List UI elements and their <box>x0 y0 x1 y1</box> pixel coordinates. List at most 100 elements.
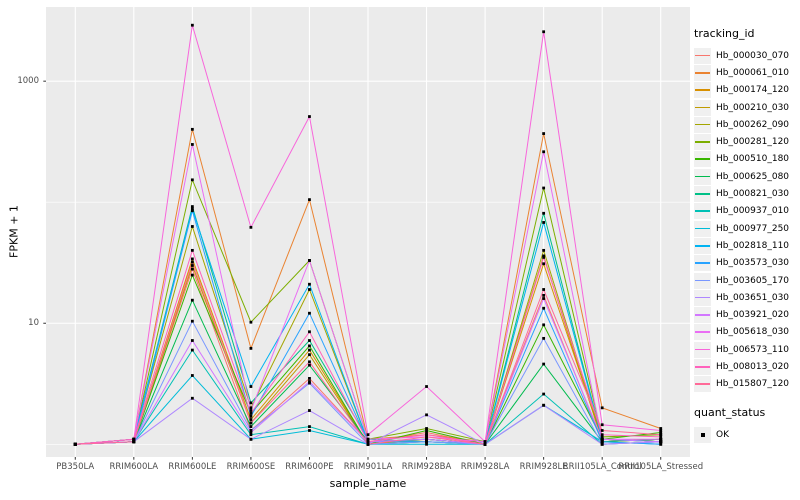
legend-item-label: Hb_000174_120 <box>716 85 790 96</box>
legend-item-Hb_006573_110: Hb_006573_110 <box>694 341 800 358</box>
legend-key <box>694 82 711 99</box>
legend-item-Hb_000977_250: Hb_000977_250 <box>694 220 800 237</box>
data-point <box>190 264 194 267</box>
data-point <box>249 385 253 388</box>
data-point <box>308 348 311 352</box>
y-tick-label: 10 <box>28 317 39 328</box>
data-point <box>542 323 546 327</box>
legend-item-Hb_003921_020: Hb_003921_020 <box>694 306 800 324</box>
legend-item-label: Hb_015807_120 <box>716 379 790 390</box>
data-point <box>249 414 253 418</box>
data-point <box>132 440 136 444</box>
x-axis-title: sample_name <box>329 477 407 490</box>
data-point <box>659 437 663 441</box>
legend-key <box>694 341 711 358</box>
data-point <box>308 198 311 202</box>
legend-key <box>694 307 711 324</box>
legend-title-quant-status: quant_status <box>694 405 766 419</box>
data-point <box>190 396 194 400</box>
legend-key <box>694 151 711 168</box>
data-point <box>190 207 194 211</box>
legend-key-line <box>695 279 710 282</box>
legend-key <box>694 186 711 203</box>
data-point <box>483 440 487 444</box>
data-point <box>190 209 194 213</box>
legend-key-line <box>695 141 710 143</box>
legend-key-line <box>695 175 710 178</box>
legend-key <box>694 376 711 393</box>
data-point <box>249 421 253 425</box>
data-point <box>366 440 370 444</box>
legend-quant-status-block: quant_status OK <box>694 406 800 443</box>
legend-key <box>694 47 711 64</box>
data-point <box>308 330 311 334</box>
data-point <box>542 306 546 310</box>
legend-key-line <box>695 244 710 247</box>
data-point <box>249 431 253 434</box>
legend-key-line <box>695 89 710 91</box>
data-point <box>659 440 663 444</box>
data-point <box>366 437 370 441</box>
data-point <box>600 437 604 441</box>
data-point <box>249 320 253 324</box>
data-point <box>249 401 253 405</box>
legend-item-Hb_003573_030: Hb_003573_030 <box>694 255 800 272</box>
data-point <box>308 344 311 348</box>
legend-key-line <box>695 227 710 230</box>
data-point <box>190 225 194 228</box>
legend-item-label: Hb_000510_180 <box>716 154 790 165</box>
data-point <box>425 435 428 439</box>
data-point <box>190 248 194 252</box>
data-point <box>542 297 546 300</box>
legend-item-Hb_000262_090: Hb_000262_090 <box>694 116 800 133</box>
data-point <box>425 385 428 388</box>
legend-key <box>694 64 711 81</box>
legend-key-line <box>695 383 710 385</box>
legend-item-label: OK <box>716 429 729 440</box>
legend-item-label: Hb_003573_030 <box>716 258 790 269</box>
legend-item-Hb_000937_010: Hb_000937_010 <box>694 203 800 220</box>
data-point <box>308 115 311 118</box>
data-point <box>425 442 428 446</box>
data-point <box>542 262 546 266</box>
legend-item-label: Hb_006573_110 <box>716 344 790 355</box>
data-point <box>73 442 77 446</box>
legend-key-line <box>695 331 710 333</box>
legend-key-line <box>695 365 710 368</box>
legend-item-Hb_005618_030: Hb_005618_030 <box>694 324 800 341</box>
legend-item-label: Hb_000977_250 <box>716 223 790 234</box>
legend-key-line <box>695 348 710 351</box>
legend-key <box>694 237 711 254</box>
data-point <box>659 429 663 432</box>
data-point <box>249 429 253 432</box>
data-point <box>542 254 546 258</box>
data-point <box>190 127 194 131</box>
filled-square-marker-icon <box>701 433 705 437</box>
data-point <box>425 413 428 417</box>
data-point <box>190 205 194 208</box>
data-point <box>308 282 311 286</box>
data-point <box>190 319 194 323</box>
data-point <box>366 442 370 446</box>
data-point <box>659 431 663 434</box>
data-point <box>659 435 663 439</box>
data-point <box>308 360 311 364</box>
y-tick-label: 1000 <box>17 75 39 86</box>
data-point <box>542 248 546 252</box>
legend-key-line <box>695 106 710 109</box>
legend-item-label: Hb_003921_020 <box>716 310 790 321</box>
data-point <box>249 409 253 412</box>
data-point <box>249 225 253 229</box>
legend-item-Hb_000061_010: Hb_000061_010 <box>694 64 800 81</box>
legend-item-Hb_000030_070: Hb_000030_070 <box>694 47 800 64</box>
data-point <box>190 143 194 146</box>
legend-item-label: Hb_000030_070 <box>716 50 790 61</box>
legend-key <box>694 168 711 185</box>
data-point <box>366 433 370 437</box>
data-point <box>542 403 546 407</box>
legend-item-label: Hb_000937_010 <box>716 206 790 217</box>
legend-key-line <box>695 210 710 212</box>
legend-item-Hb_000625_080: Hb_000625_080 <box>694 168 800 185</box>
data-point <box>425 440 428 444</box>
